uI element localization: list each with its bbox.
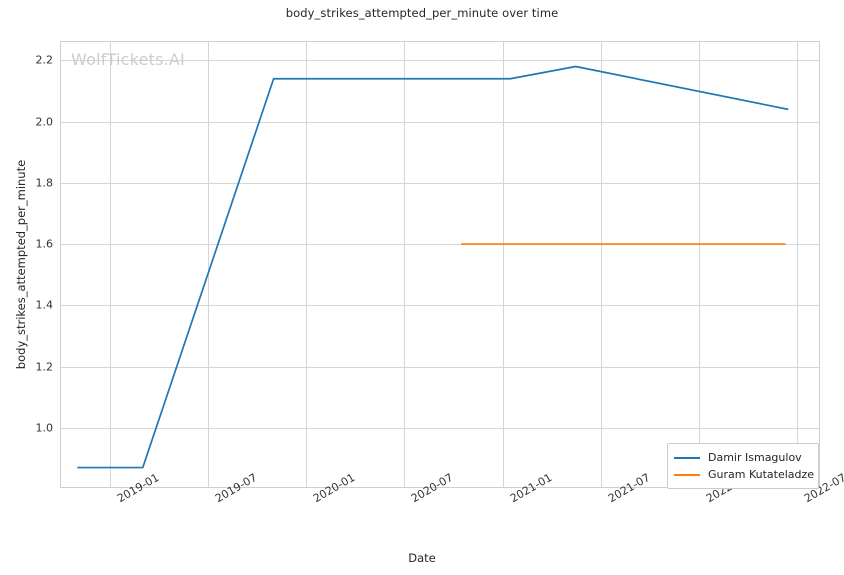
y-tick-label: 1.8 <box>35 176 54 190</box>
legend-entry[interactable]: Damir Ismagulov <box>674 449 812 466</box>
y-tick-label: 2.2 <box>35 53 54 67</box>
gridline-vertical <box>698 42 700 487</box>
x-axis-ticks: 2019-01 2019-07 2020-01 2020-07 2021-01 2021-… <box>60 471 844 552</box>
gridline-vertical <box>404 42 406 487</box>
gridline-vertical <box>110 42 112 487</box>
chart-legend: Damir Ismagulov Guram Kutateladze <box>667 443 819 489</box>
y-axis-label: body_strikes_attempted_per_minute <box>14 159 28 370</box>
series-line <box>77 65 789 469</box>
x-axis-label: Date <box>408 551 436 565</box>
gridline-horizontal <box>61 366 819 368</box>
gridline-horizontal <box>61 244 819 246</box>
series-canvas <box>77 65 789 469</box>
gridline-horizontal <box>61 182 819 184</box>
gridline-vertical <box>797 42 798 487</box>
x-tick-label: 2020-07 <box>409 471 456 506</box>
x-tick-label: 2021-07 <box>605 471 653 506</box>
legend-entry[interactable]: Guram Kutateladze <box>674 466 815 483</box>
y-tick-label: 2.0 <box>35 115 54 129</box>
y-axis-ticks: 1.0 1.2 1.4 1.6 1.8 2.0 2.2 <box>0 41 54 488</box>
gridline-vertical <box>502 42 504 487</box>
gridline-horizontal <box>61 305 819 307</box>
gridline-horizontal <box>61 121 819 123</box>
x-tick-label: 2022-01 <box>704 471 750 505</box>
x-tick-label: 2019-07 <box>213 471 260 506</box>
x-tick-label: 2022-07 <box>802 471 844 506</box>
y-tick-label: 1.4 <box>35 298 54 312</box>
chart-title: body_strikes_attempted_per_minute over t… <box>285 6 559 20</box>
gridline-horizontal <box>61 427 819 429</box>
y-tick-label: 1.0 <box>35 421 54 435</box>
legend-color-swatch <box>674 473 700 476</box>
legend-label: Guram Kutateladze <box>708 468 815 481</box>
gridline-vertical <box>600 42 602 487</box>
legend-label: Damir Ismagulov <box>708 451 802 464</box>
gridline-vertical <box>208 42 210 487</box>
x-tick-label: 2020-01 <box>311 471 358 506</box>
y-tick-label: 1.2 <box>35 360 54 374</box>
x-tick-label: 2021-01 <box>507 471 554 506</box>
y-tick-label: 1.6 <box>35 237 54 251</box>
x-tick-label: 2019-01 <box>115 471 162 506</box>
legend-color-swatch <box>674 456 700 459</box>
gridline-vertical <box>306 42 308 487</box>
plot-area: WolfTickets.AI <box>60 41 820 488</box>
gridline-horizontal <box>61 60 819 62</box>
